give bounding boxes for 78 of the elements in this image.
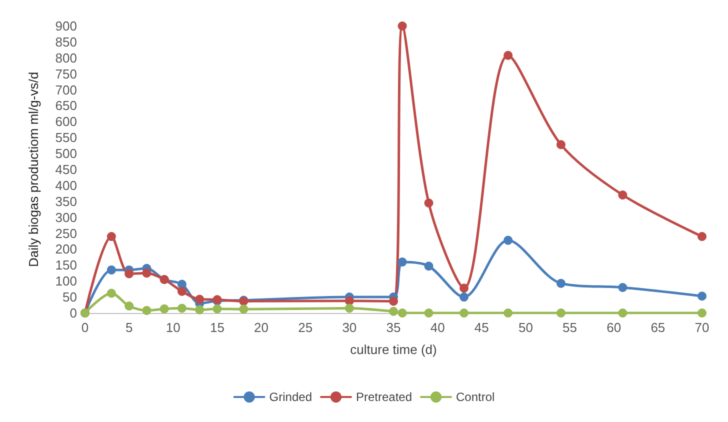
x-tick-label: 30	[342, 320, 357, 335]
legend-label: Pretreated	[356, 390, 412, 404]
x-tick-label: 20	[254, 320, 269, 335]
point	[239, 304, 248, 314]
point	[424, 308, 434, 318]
point	[504, 308, 513, 318]
y-tick-label: 500	[55, 146, 77, 162]
y-tick-label: 550	[55, 130, 77, 146]
x-tick-label: 60	[606, 320, 622, 335]
point	[106, 265, 116, 274]
point	[212, 304, 222, 314]
y-tick-label: 350	[55, 194, 77, 209]
y-tick-label: 250	[55, 226, 77, 241]
y-tick-label: 200	[55, 242, 77, 257]
x-tick-label: 65	[650, 320, 666, 335]
x-tick-label: 5	[125, 320, 133, 335]
legend-label: Grinded	[269, 390, 312, 404]
y-tick-label: 850	[55, 34, 77, 50]
point	[177, 286, 186, 296]
point	[618, 308, 628, 318]
point	[344, 304, 354, 313]
y-tick-label: 700	[55, 82, 77, 98]
point	[195, 305, 204, 314]
point	[698, 232, 706, 241]
x-tick-label: 35	[386, 320, 401, 335]
point	[424, 262, 434, 271]
point	[618, 190, 628, 200]
y-tick-label: 150	[55, 258, 77, 273]
point	[556, 140, 566, 150]
y-tick-label: 0	[70, 306, 77, 320]
point	[618, 282, 628, 292]
point	[504, 50, 513, 60]
point	[460, 284, 469, 293]
y-tick-label: 900	[55, 18, 77, 34]
point	[460, 308, 469, 318]
x-tick-label: 40	[430, 320, 445, 335]
point	[424, 198, 434, 208]
y-tick-label: 50	[62, 290, 77, 305]
point	[460, 292, 469, 302]
point	[389, 296, 398, 306]
point	[160, 304, 169, 314]
y-tick-label: 750	[55, 66, 77, 82]
point	[398, 22, 407, 30]
point	[556, 308, 566, 318]
point	[142, 306, 152, 315]
y-tick-label: 400	[55, 178, 77, 193]
point	[389, 306, 398, 316]
point	[698, 292, 706, 301]
x-tick-label: 25	[298, 320, 313, 335]
legend-label: Control	[456, 390, 495, 404]
y-tick-label: 600	[55, 114, 77, 130]
x-tick-label: 55	[562, 320, 578, 335]
point	[556, 278, 566, 288]
point	[124, 269, 134, 278]
x-tick-label: 10	[166, 320, 180, 335]
point	[106, 232, 116, 241]
point	[504, 236, 513, 245]
y-axis-title: Daily biogas productiom ml/g-vs/d	[26, 72, 41, 268]
y-tick-label: 100	[55, 274, 77, 289]
point	[398, 257, 407, 266]
point	[195, 294, 204, 304]
point	[177, 304, 186, 313]
point	[398, 308, 407, 318]
point	[142, 268, 152, 278]
x-tick-label: 45	[474, 320, 489, 335]
y-tick-label: 450	[55, 162, 77, 177]
x-tick-label: 0	[81, 320, 89, 335]
x-tick-label: 15	[210, 320, 224, 335]
point	[344, 296, 354, 306]
point	[124, 301, 134, 310]
x-tick-label: 50	[518, 320, 533, 335]
x-tick-label: 70	[694, 320, 710, 335]
point	[698, 308, 706, 318]
x-axis-title: culture time (d)	[350, 342, 437, 357]
y-tick-label: 800	[55, 50, 77, 66]
y-tick-label: 300	[55, 210, 77, 225]
y-tick-label: 650	[55, 98, 77, 114]
point	[106, 288, 116, 298]
